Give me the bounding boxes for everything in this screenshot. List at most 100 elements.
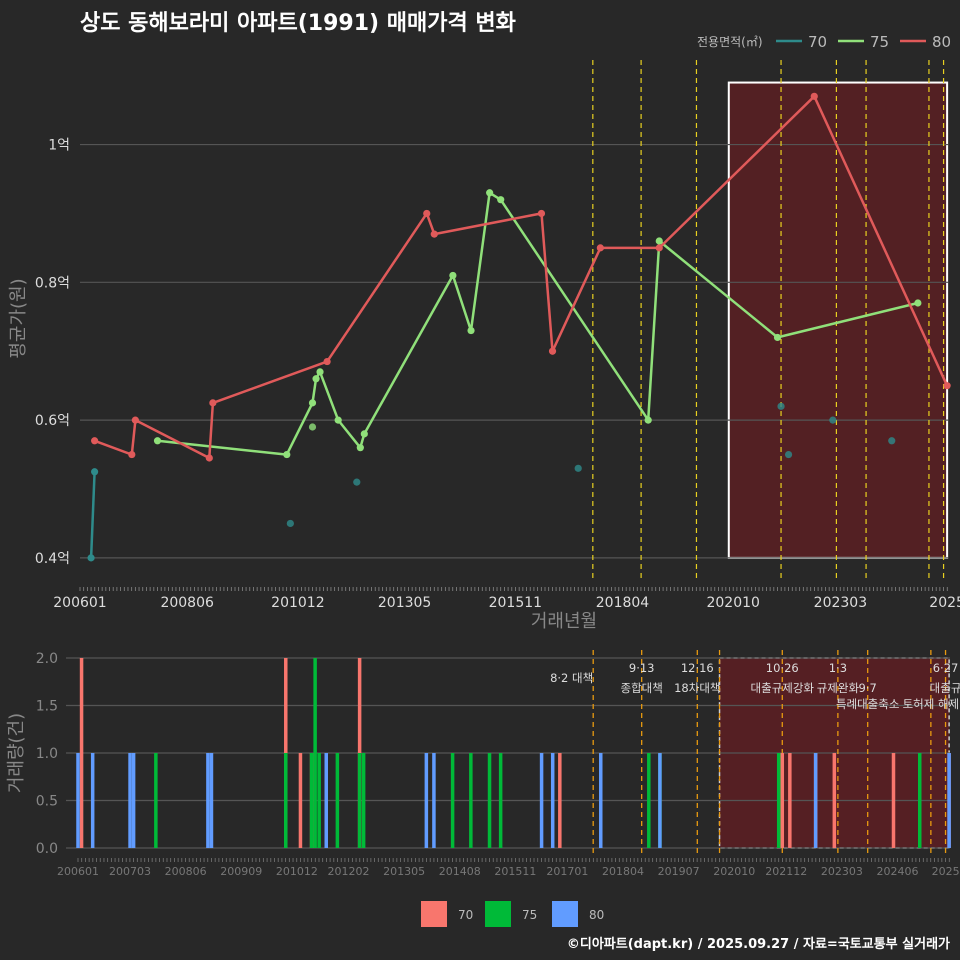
y-tick-label: 0.8억 (35, 275, 70, 291)
data-point-80 (537, 209, 546, 218)
data-point-75 (497, 196, 505, 204)
data-point-80 (131, 416, 139, 424)
data-point-75 (773, 333, 782, 342)
chart-title: 상도 동해보라미 아파트(1991) 매매가격 변화 (80, 11, 516, 36)
bar-legend-key-70 (421, 901, 447, 927)
bar-75 (487, 753, 492, 848)
data-point-80 (430, 230, 438, 238)
bar-legend-key-75 (485, 901, 511, 927)
series-line-70 (89, 471, 96, 558)
x-tick-label: 200806 (165, 865, 207, 878)
legend-label-70: 70 (808, 33, 827, 51)
x-tick-label: 202010 (706, 595, 759, 611)
data-point-75 (644, 416, 652, 424)
highlight-box (727, 81, 949, 559)
data-point-80 (596, 244, 604, 252)
bar-75 (361, 753, 366, 848)
data-point-70 (353, 478, 361, 486)
legend-label-80: 80 (932, 33, 951, 51)
policy-label: 12·16 (681, 661, 714, 675)
bar-legend-label-80: 80 (589, 908, 604, 922)
x-tick-label: 201511 (489, 595, 542, 611)
bar-70 (832, 753, 837, 848)
policy-label: 규제완화 (817, 681, 860, 695)
y-tick-label: 1.0 (36, 746, 58, 762)
policy-label: 토허제 해제 (903, 697, 960, 711)
bar-80 (599, 753, 603, 848)
bar-70 (780, 753, 785, 848)
bar-75 (647, 753, 651, 848)
y-tick-label: 0.5 (36, 794, 58, 810)
data-point-80 (205, 454, 213, 462)
policy-label: 6·27 (933, 661, 959, 675)
bar-75 (335, 753, 340, 848)
data-point-75 (486, 189, 494, 197)
legend-title: 전용면적(㎡) (697, 35, 763, 49)
policy-label: 특례대출축소 (836, 697, 899, 711)
y-axis-title: 거래량(건) (6, 713, 27, 793)
y-tick-label: 0.4억 (35, 551, 70, 567)
bar-80 (813, 753, 818, 848)
y-tick-label: 0.6억 (35, 413, 70, 429)
bar-80 (550, 753, 555, 848)
x-tick-label: 201907 (658, 865, 700, 878)
data-point-70 (784, 450, 793, 459)
x-tick-label: 202303 (814, 595, 867, 611)
y-tick-label: 1억 (48, 138, 70, 154)
bar-80 (90, 753, 95, 848)
data-point-75 (283, 450, 291, 459)
data-point-70 (829, 416, 837, 424)
bar-75 (357, 753, 362, 848)
x-tick-label: 201701 (546, 865, 588, 878)
x-tick-label: 200703 (109, 865, 151, 878)
bar-70 (891, 753, 896, 848)
bar-75 (776, 753, 781, 848)
x-tick-label: 201305 (378, 595, 431, 611)
policy-label: 1·3 (829, 661, 847, 675)
data-point-80 (655, 244, 663, 252)
bar-80 (432, 753, 436, 848)
data-point-75 (308, 423, 317, 431)
x-tick-label: 202010 (713, 865, 755, 878)
footer-credit: ©디아파트(dapt.kr) / 2025.09.27 / 자료=국토교통부 실… (567, 936, 950, 952)
bar-75 (917, 753, 922, 848)
x-tick-label: 201511 (494, 865, 536, 878)
policy-label: 10·26 (766, 661, 799, 675)
data-point-75 (655, 237, 663, 245)
bar-75 (309, 753, 314, 848)
bar-80 (658, 753, 662, 848)
bar-70 (298, 753, 303, 848)
bar-legend-label-70: 70 (458, 908, 473, 922)
x-tick-label: 201202 (327, 865, 369, 878)
legend-label-75: 75 (870, 33, 889, 51)
bar-80 (76, 753, 80, 848)
data-point-75 (308, 399, 317, 407)
bar-legend-key-80 (552, 901, 578, 927)
bar-80 (209, 753, 214, 848)
data-point-70 (87, 554, 95, 562)
data-point-75 (312, 375, 320, 383)
bar-75 (498, 753, 503, 848)
y-tick-label: 1.5 (36, 699, 58, 715)
data-point-70 (286, 519, 294, 528)
bar-70 (79, 658, 84, 848)
data-point-75 (316, 368, 324, 376)
data-point-75 (914, 299, 922, 307)
x-tick-label: 200806 (160, 595, 214, 611)
data-point-70 (574, 464, 582, 472)
volume-panel: 0.0 0.5 1.0 1.5 2.0 8·2 대책 9·13 종합대책 12·16 18차대책 1… (6, 650, 960, 878)
x-tick-label: 201012 (276, 865, 318, 878)
policy-label: 18차대책 (674, 681, 720, 695)
data-point-75 (153, 437, 162, 445)
policy-label: 8·2 대책 (550, 671, 593, 685)
x-tick-label: 202112 (765, 865, 807, 878)
bar-75 (154, 753, 158, 848)
x-tick-label: 201305 (383, 865, 425, 878)
legend: 전용면적(㎡) 70 75 80 70 75 80 (421, 33, 951, 927)
data-point-70 (777, 402, 785, 410)
data-point-80 (209, 399, 217, 407)
data-point-75 (360, 430, 368, 438)
y-tick-label: 0.0 (36, 841, 58, 857)
bar-75 (284, 753, 288, 848)
